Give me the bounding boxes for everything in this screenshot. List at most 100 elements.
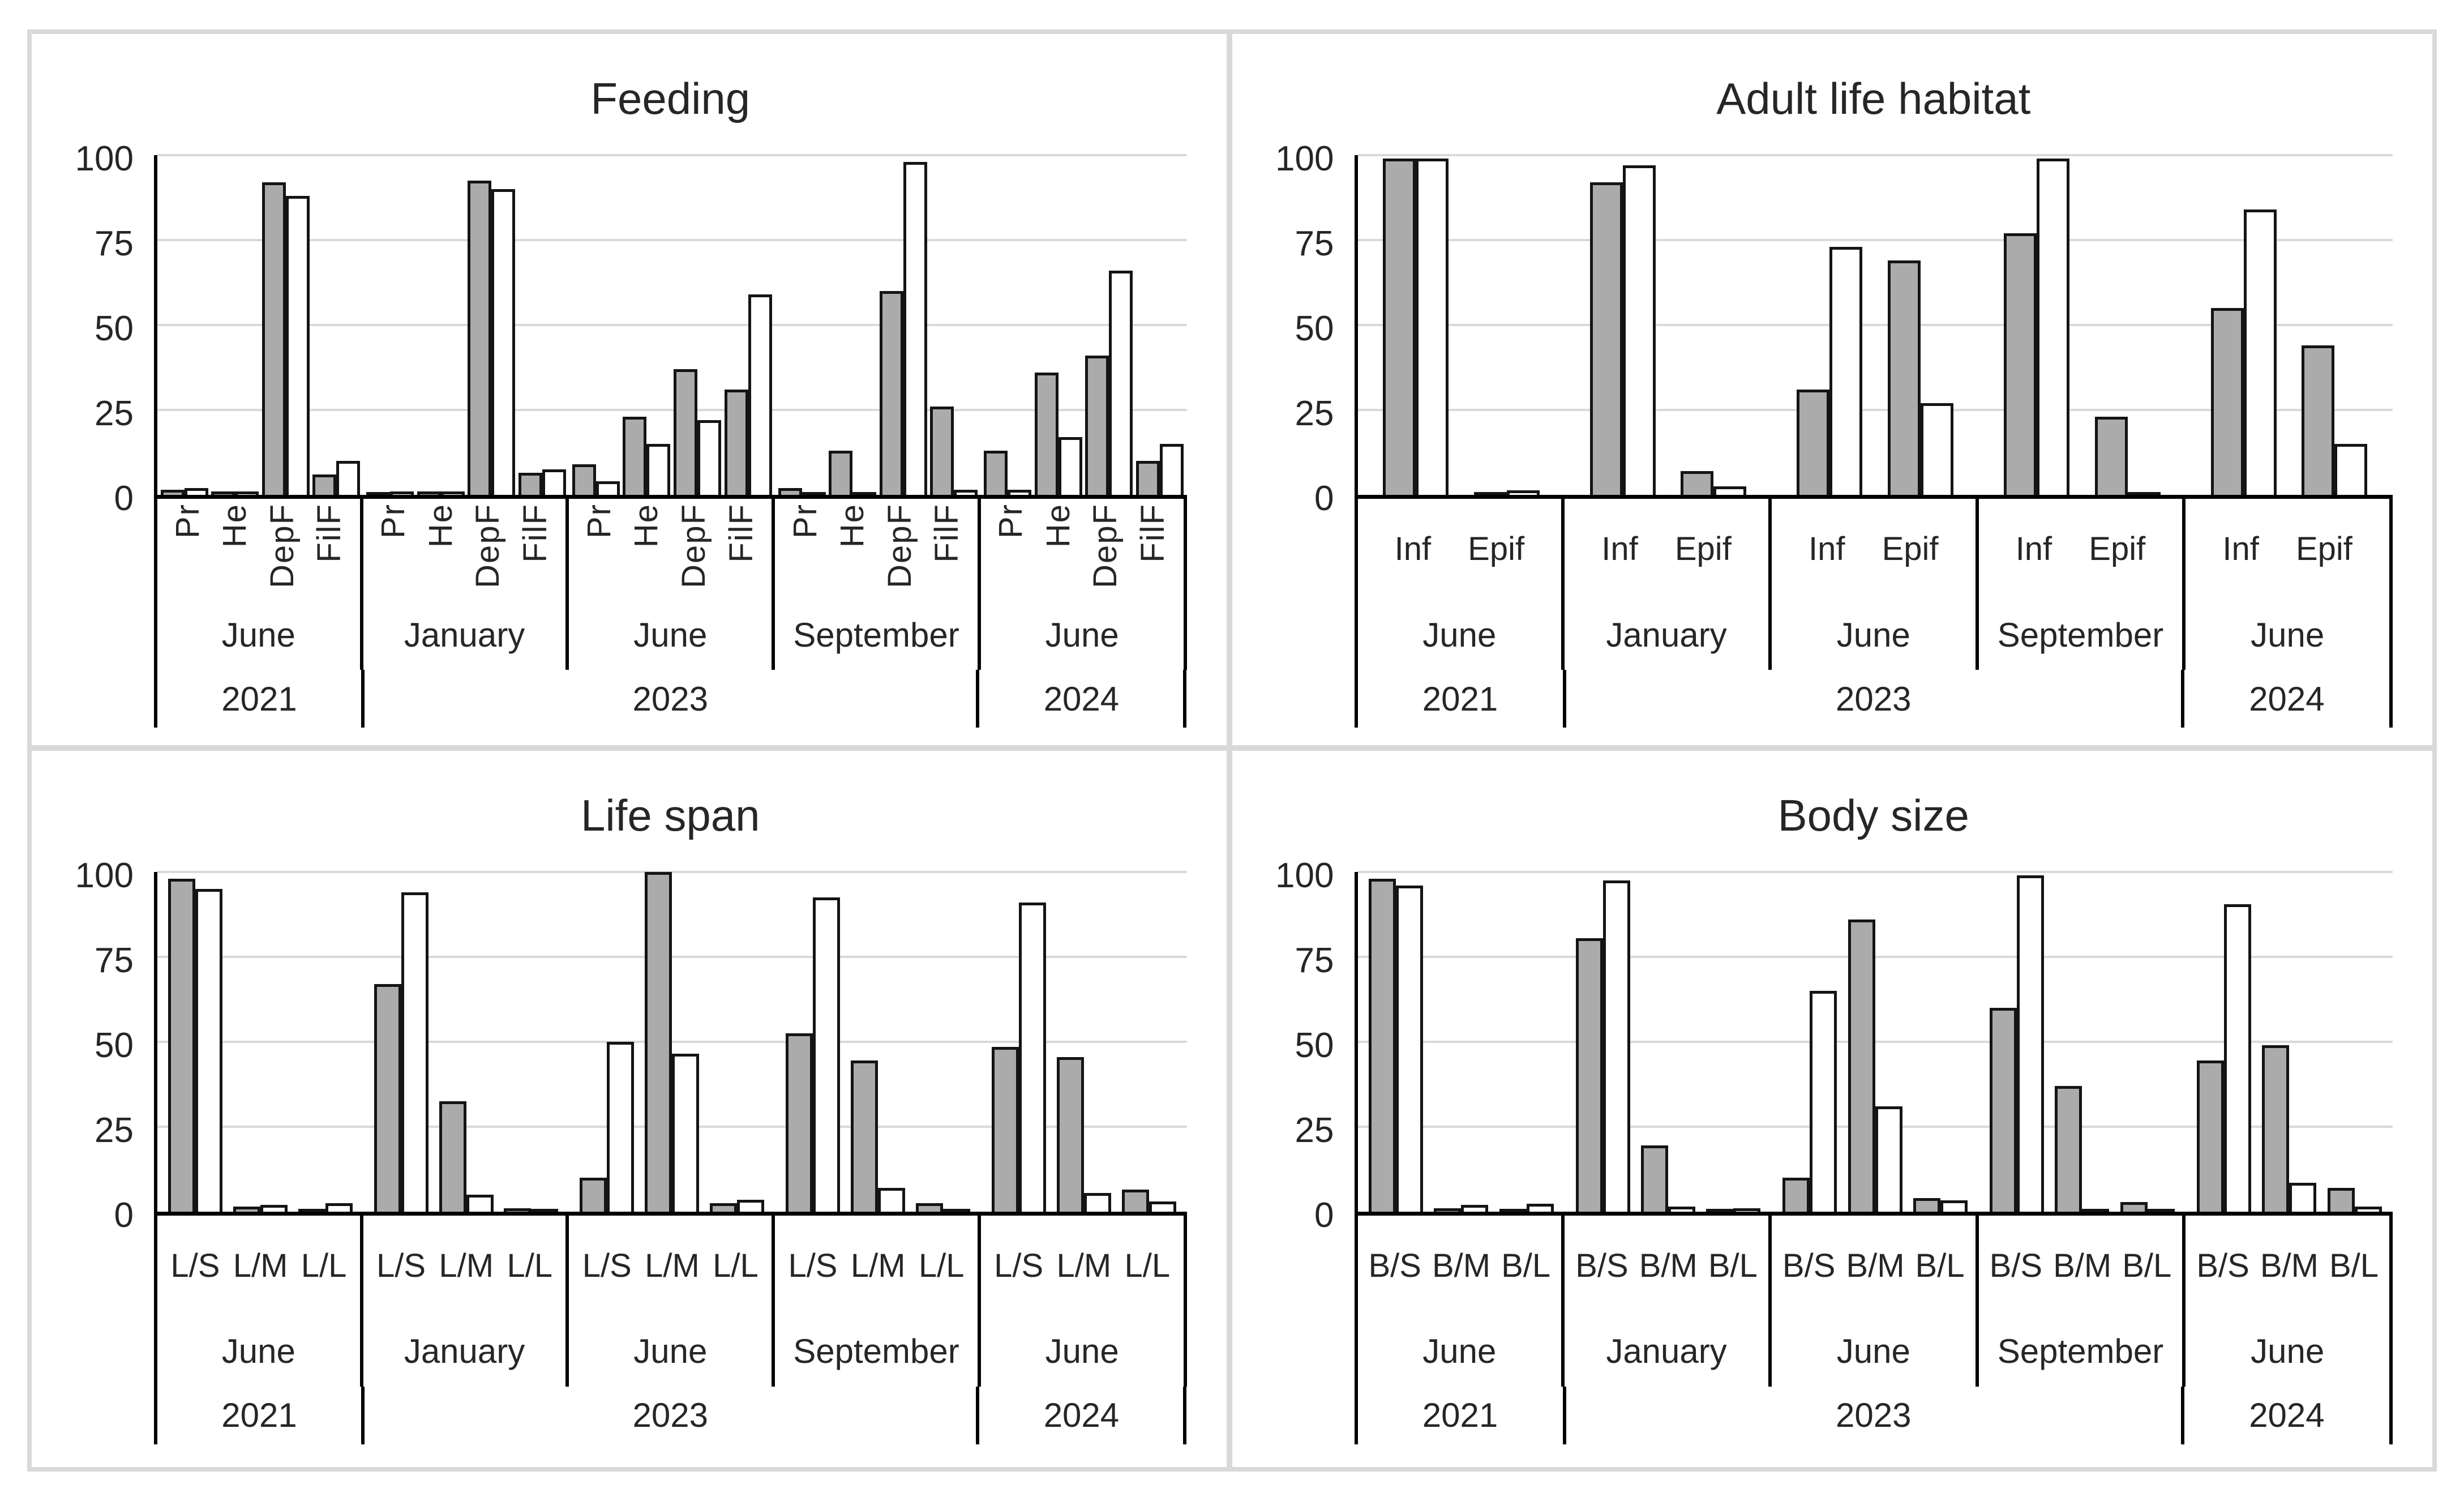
category-label: He (628, 503, 665, 548)
month-label-group: June (1354, 1316, 1562, 1387)
gridline (1357, 955, 2393, 958)
category-label-group: Inf Epif (1768, 499, 1976, 600)
category-label: He (834, 503, 871, 548)
month-label: June (1045, 1332, 1119, 1370)
figure-panel-grid: Feeding 0 25 50 75 100 Pr He DepF FilF Pr He DepF Fil… (27, 29, 2437, 1472)
chart-body: 0 25 50 75 100 B/S B/M B/L B/S B/M B/L B/S B/M B/L B/S… (1247, 858, 2393, 1468)
chart-body-size: Body size 0 25 50 75 100 B/S B/M B/L B/S B/M B/L B/S… (1232, 751, 2433, 1468)
chart-main: L/S L/M L/L L/S L/M L/L L/S L/M L/L L/S L/M L/L L/S L… (154, 870, 1187, 1468)
bar-gray (1782, 1177, 1810, 1212)
month-label: June (1422, 615, 1497, 654)
bar-white (2037, 159, 2070, 495)
category-label-group: L/S L/M L/L (977, 1215, 1187, 1316)
bar-gray (674, 369, 697, 495)
bar-group (157, 155, 363, 495)
bar-pair (2302, 345, 2368, 495)
year-label-row: 2021 2023 2024 (154, 670, 1187, 728)
y-tick-label: 100 (1275, 139, 1334, 178)
bar-gray (1034, 373, 1059, 495)
month-label-row: June January June September June (1354, 1316, 2393, 1387)
bar-gray (1121, 1189, 1149, 1212)
category-label: L/S (170, 1247, 220, 1284)
y-tick-label: 0 (114, 479, 134, 518)
bar-pair (572, 464, 620, 495)
y-tick-label: 100 (75, 856, 134, 895)
bar-group (981, 155, 1187, 495)
year-label-row: 2021 2023 2024 (154, 1386, 1187, 1444)
y-tick-label: 25 (95, 1110, 134, 1150)
bar-white (195, 888, 222, 1212)
category-label-group: Pr He DepF FilF (154, 499, 360, 600)
bar-white (2127, 492, 2161, 495)
bar-gray (2302, 345, 2335, 495)
year-label-cell: 2021 (154, 1386, 361, 1444)
bar-pair (879, 162, 927, 495)
bar-gray (298, 1208, 325, 1212)
bar-pair (1034, 373, 1082, 495)
category-label: B/M (2260, 1247, 2319, 1284)
chart: Life span 0 25 50 75 100 L/S L/M L/L L/S L/M L/L L/S… (32, 751, 1227, 1468)
y-tick-label: 100 (75, 139, 134, 178)
bar-gray (2004, 233, 2037, 495)
month-label: January (404, 1332, 525, 1370)
category-label: B/S (1782, 1247, 1836, 1284)
bar-pair (580, 1041, 635, 1212)
y-tick-label: 0 (1314, 479, 1334, 518)
category-label: L/M (439, 1247, 494, 1284)
y-tick-label: 75 (95, 940, 134, 980)
bar-white (2147, 1208, 2175, 1212)
chart-main: B/S B/M B/L B/S B/M B/L B/S B/M B/L B/S B/M B/L B/S B… (1354, 870, 2393, 1468)
bar-pair (2004, 159, 2070, 495)
year-label-cell: 2024 (976, 1386, 1187, 1444)
month-label-group: June (154, 1316, 360, 1387)
year-label-cell: 2024 (976, 670, 1187, 728)
bar-gray (724, 390, 748, 495)
bar-pair (1121, 1189, 1176, 1212)
bar-pair (2055, 1085, 2110, 1212)
category-label: B/S (1368, 1247, 1422, 1284)
category-label: Epif (1674, 531, 1732, 567)
bar-white (1018, 902, 1046, 1212)
category-label: B/S (1989, 1247, 2043, 1284)
bar-gray (168, 878, 195, 1212)
y-tick-label: 50 (1295, 309, 1334, 348)
month-label: June (2251, 1332, 2325, 1370)
gridline (157, 154, 1187, 156)
y-tick-label: 25 (1295, 394, 1334, 433)
bar-gray (374, 983, 401, 1212)
month-label: January (1606, 615, 1727, 654)
bar-gray (2120, 1201, 2148, 1212)
month-label-group: September (772, 600, 978, 670)
bar-gray (1888, 260, 1921, 495)
bar-group (1358, 155, 1565, 495)
bar-group (775, 155, 981, 495)
bar-gray (850, 1060, 878, 1212)
bar-gray (439, 1101, 466, 1212)
category-label: L/S (788, 1247, 838, 1284)
bar-pair (366, 491, 414, 495)
month-label-group: June (1768, 1316, 1976, 1387)
category-label: DepF (1087, 503, 1124, 588)
bar-white (325, 1203, 353, 1212)
bar-white (954, 490, 978, 495)
year-label-row: 2021 2023 2024 (1354, 1386, 2393, 1444)
bar-white (466, 1194, 494, 1212)
plot-area (1354, 870, 2393, 1216)
bar-pair (1641, 1145, 1696, 1212)
bar-gray (2094, 417, 2128, 495)
year-label-cell: 2021 (1354, 670, 1563, 728)
category-label: Inf (1394, 531, 1432, 567)
bar-gray (2055, 1085, 2082, 1212)
chart-body: 0 25 50 75 100 Pr He DepF FilF Pr He DepF FilF Pr He De… (46, 142, 1187, 745)
bar-white (1395, 885, 1423, 1212)
bar-pair (1368, 878, 1423, 1212)
gridline (1357, 239, 2393, 241)
month-label: June (1836, 1332, 1910, 1370)
bar-pair (991, 902, 1046, 1212)
category-label: B/S (1575, 1247, 1629, 1284)
bar-pair (1499, 1203, 1554, 1212)
month-label-group: January (1561, 1316, 1768, 1387)
gridline (157, 1040, 1187, 1043)
gridline (157, 409, 1187, 411)
category-label: Epif (2089, 531, 2146, 567)
